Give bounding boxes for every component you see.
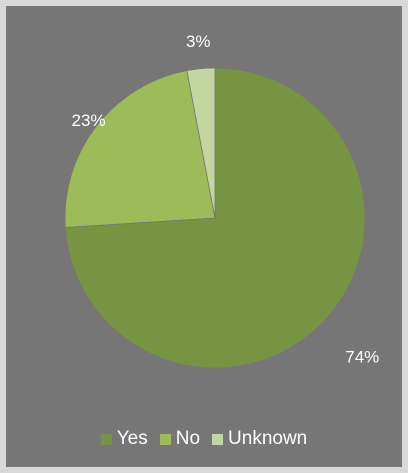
- chart-area: 74% 23% 3% Yes No Unknown: [6, 6, 402, 467]
- legend-label-no: No: [175, 428, 201, 449]
- legend-item-no: No: [159, 428, 201, 450]
- data-label-no: 23%: [72, 111, 106, 130]
- data-label-yes: 74%: [345, 347, 379, 366]
- legend-item-yes: Yes: [100, 428, 148, 450]
- legend-label-unknown: Unknown: [228, 428, 308, 449]
- legend-item-unknown: Unknown: [212, 428, 307, 450]
- legend-swatch-yes: [100, 433, 112, 445]
- pie-slice-unknown: [186, 67, 216, 219]
- legend: Yes No Unknown: [6, 428, 402, 450]
- legend-label-yes: Yes: [116, 428, 148, 449]
- pie-chart: 74% 23% 3%: [64, 32, 379, 369]
- legend-swatch-no: [159, 433, 171, 445]
- data-label-unknown: 3%: [186, 32, 211, 51]
- legend-swatch-unknown: [212, 433, 224, 445]
- pie-slice-no: [64, 70, 216, 228]
